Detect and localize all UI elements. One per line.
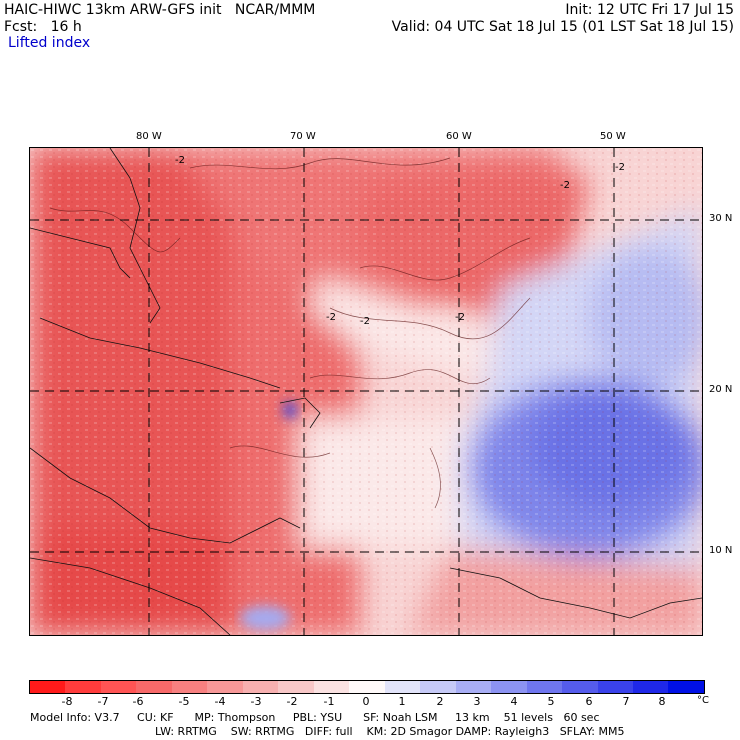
colorbar-segment (349, 681, 385, 693)
lat-lon-grid (30, 148, 702, 635)
lon-label-60w: 60 W (446, 131, 472, 142)
colorbar-tick: 5 (547, 695, 555, 708)
lat-label-10n: 10 N (709, 545, 733, 556)
colorbar-tick: 0 (362, 695, 370, 708)
colorbar-segment (491, 681, 527, 693)
model-info-line2: LW: RRTMG SW: RRTMG DIFF: full KM: 2D Sm… (155, 725, 625, 738)
colorbar-segment (384, 681, 421, 693)
colorbar-segment (65, 681, 101, 693)
colorbar-segment (207, 681, 243, 693)
colorbar-tick: -7 (97, 695, 109, 708)
model-info-line1: Model Info: V3.7 CU: KF MP: Thompson PBL… (30, 711, 600, 724)
lon-label-50w: 50 W (600, 131, 626, 142)
colorbar-tick: -4 (214, 695, 226, 708)
colorbar-segment (420, 681, 456, 693)
colorbar-segment (100, 681, 137, 693)
lifted-index-map: -2 -2 -2 -2 -2 -2 (29, 147, 703, 636)
colorbar-segment (30, 681, 66, 693)
colorbar-segment (278, 681, 314, 693)
lat-label-30n: 30 N (709, 213, 733, 224)
field-name: Lifted index (8, 35, 91, 51)
contour-label: -2 (175, 155, 185, 166)
lon-label-80w: 80 W (136, 131, 162, 142)
colorbar-segment (313, 681, 350, 693)
lat-label-20n: 20 N (709, 384, 733, 395)
contour-label: -2 (455, 312, 465, 323)
colorbar-segment (562, 681, 598, 693)
colorbar-segment (526, 681, 563, 693)
forecast-hour: Fcst: 16 h (4, 19, 82, 35)
colorbar-tick: -1 (323, 695, 335, 708)
map-svg: -2 -2 -2 -2 -2 -2 (30, 148, 702, 635)
lon-label-70w: 70 W (290, 131, 316, 142)
contour-label: -2 (326, 312, 336, 323)
coastlines (30, 148, 702, 635)
colorbar (29, 680, 705, 694)
colorbar-segment (668, 681, 704, 693)
colorbar-tick: 4 (510, 695, 518, 708)
valid-time: Valid: 04 UTC Sat 18 Jul 15 (01 LST Sat … (391, 19, 734, 35)
contour-label: -2 (560, 180, 570, 191)
colorbar-unit: °C (697, 695, 709, 706)
colorbar-tick: -8 (61, 695, 73, 708)
colorbar-tick: 1 (398, 695, 406, 708)
small-blue-patches (240, 402, 296, 630)
colorbar-tick: -2 (286, 695, 298, 708)
contours (49, 157, 531, 509)
colorbar-tick: 8 (658, 695, 666, 708)
colorbar-segment (171, 681, 208, 693)
colorbar-tick: -5 (178, 695, 190, 708)
colorbar-segment (597, 681, 633, 693)
colorbar-tick: 2 (436, 695, 444, 708)
contour-labels: -2 -2 -2 -2 -2 -2 (175, 155, 625, 327)
colorbar-segment (136, 681, 172, 693)
model-title: HAIC-HIWC 13km ARW-GFS init NCAR/MMM (4, 2, 316, 18)
colorbar-tick: -6 (132, 695, 144, 708)
colorbar-segment (455, 681, 492, 693)
colorbar-tick: -3 (250, 695, 262, 708)
contour-label: -2 (615, 162, 625, 173)
init-time: Init: 12 UTC Fri 17 Jul 15 (565, 2, 734, 18)
contour-label: -2 (360, 316, 370, 327)
colorbar-tick: 3 (473, 695, 481, 708)
colorbar-segment (242, 681, 279, 693)
colorbar-tick: 6 (585, 695, 593, 708)
colorbar-segment (632, 681, 669, 693)
colorbar-tick: 7 (622, 695, 630, 708)
